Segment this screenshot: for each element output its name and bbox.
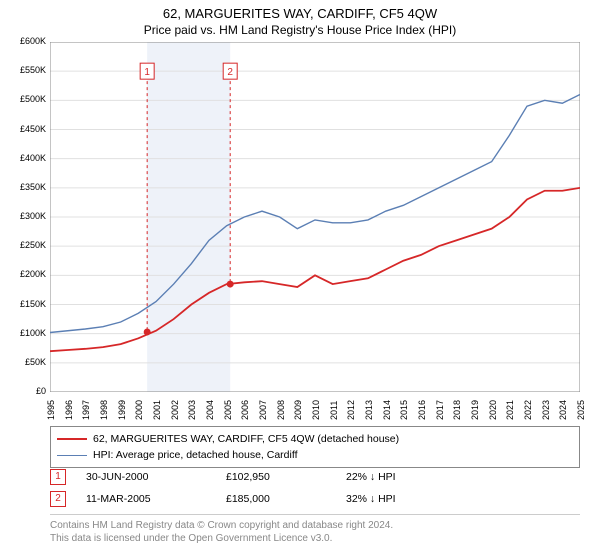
- y-tick-label: £400K: [0, 153, 46, 163]
- y-tick-label: £200K: [0, 269, 46, 279]
- y-tick-label: £500K: [0, 94, 46, 104]
- annotation-table: 1 30-JUN-2000£102,95022% ↓ HPI 2 11-MAR-200…: [50, 466, 580, 510]
- legend-item: 62, MARGUERITES WAY, CARDIFF, CF5 4QW (d…: [57, 431, 573, 447]
- legend-swatch: [57, 438, 87, 440]
- svg-text:1: 1: [144, 67, 150, 78]
- x-tick-label: 2025: [576, 400, 586, 420]
- x-tick-label: 2024: [558, 400, 568, 420]
- x-tick-label: 2018: [452, 400, 462, 420]
- y-tick-label: £150K: [0, 299, 46, 309]
- x-tick-label: 2006: [240, 400, 250, 420]
- x-tick-label: 2008: [276, 400, 286, 420]
- footer-text: Contains HM Land Registry data © Crown c…: [50, 514, 580, 545]
- x-tick-label: 2017: [435, 400, 445, 420]
- legend-label: 62, MARGUERITES WAY, CARDIFF, CF5 4QW (d…: [93, 431, 399, 447]
- x-tick-label: 2002: [170, 400, 180, 420]
- x-tick-label: 2021: [505, 400, 515, 420]
- x-tick-label: 2007: [258, 400, 268, 420]
- legend-label: HPI: Average price, detached house, Card…: [93, 447, 298, 463]
- legend-item: HPI: Average price, detached house, Card…: [57, 447, 573, 463]
- svg-text:2: 2: [227, 67, 233, 78]
- x-tick-label: 2012: [346, 400, 356, 420]
- footer-line1: Contains HM Land Registry data © Crown c…: [50, 519, 580, 532]
- y-tick-label: £100K: [0, 328, 46, 338]
- x-tick-label: 1999: [117, 400, 127, 420]
- x-tick-label: 2020: [488, 400, 498, 420]
- x-tick-label: 2004: [205, 400, 215, 420]
- y-tick-label: £300K: [0, 211, 46, 221]
- annotation-date: 11-MAR-2005: [86, 493, 226, 505]
- x-tick-label: 1998: [99, 400, 109, 420]
- y-tick-label: £50K: [0, 357, 46, 367]
- annotation-row: 2 11-MAR-2005£185,00032% ↓ HPI: [50, 488, 580, 510]
- y-tick-label: £250K: [0, 240, 46, 250]
- x-tick-label: 2019: [470, 400, 480, 420]
- y-tick-label: £350K: [0, 182, 46, 192]
- y-tick-label: £600K: [0, 36, 46, 46]
- x-tick-label: 2001: [152, 400, 162, 420]
- y-tick-label: £450K: [0, 124, 46, 134]
- legend: 62, MARGUERITES WAY, CARDIFF, CF5 4QW (d…: [50, 426, 580, 468]
- y-tick-label: £0: [0, 386, 46, 396]
- x-tick-label: 1995: [46, 400, 56, 420]
- x-tick-label: 2005: [223, 400, 233, 420]
- x-tick-label: 2003: [187, 400, 197, 420]
- chart-title: 62, MARGUERITES WAY, CARDIFF, CF5 4QW: [0, 0, 600, 21]
- x-tick-label: 2010: [311, 400, 321, 420]
- x-tick-label: 2015: [399, 400, 409, 420]
- x-tick-label: 2022: [523, 400, 533, 420]
- annotation-pct: 22% ↓ HPI: [346, 471, 396, 483]
- x-tick-label: 2014: [382, 400, 392, 420]
- annotation-price: £185,000: [226, 493, 346, 505]
- x-tick-label: 2013: [364, 400, 374, 420]
- annotation-pct: 32% ↓ HPI: [346, 493, 396, 505]
- price-chart: 12: [50, 42, 580, 392]
- annotation-price: £102,950: [226, 471, 346, 483]
- chart-subtitle: Price paid vs. HM Land Registry's House …: [0, 21, 600, 37]
- x-tick-label: 2023: [541, 400, 551, 420]
- x-tick-label: 1997: [81, 400, 91, 420]
- annotation-marker: 1: [50, 469, 66, 485]
- x-tick-label: 2009: [293, 400, 303, 420]
- annotation-date: 30-JUN-2000: [86, 471, 226, 483]
- y-tick-label: £550K: [0, 65, 46, 75]
- chart-container: 62, MARGUERITES WAY, CARDIFF, CF5 4QW Pr…: [0, 0, 600, 560]
- x-tick-label: 2000: [134, 400, 144, 420]
- annotation-row: 1 30-JUN-2000£102,95022% ↓ HPI: [50, 466, 580, 488]
- footer-line2: This data is licensed under the Open Gov…: [50, 532, 580, 545]
- x-tick-label: 1996: [64, 400, 74, 420]
- x-tick-label: 2016: [417, 400, 427, 420]
- legend-swatch: [57, 455, 87, 456]
- x-tick-label: 2011: [329, 401, 339, 420]
- annotation-marker: 2: [50, 491, 66, 507]
